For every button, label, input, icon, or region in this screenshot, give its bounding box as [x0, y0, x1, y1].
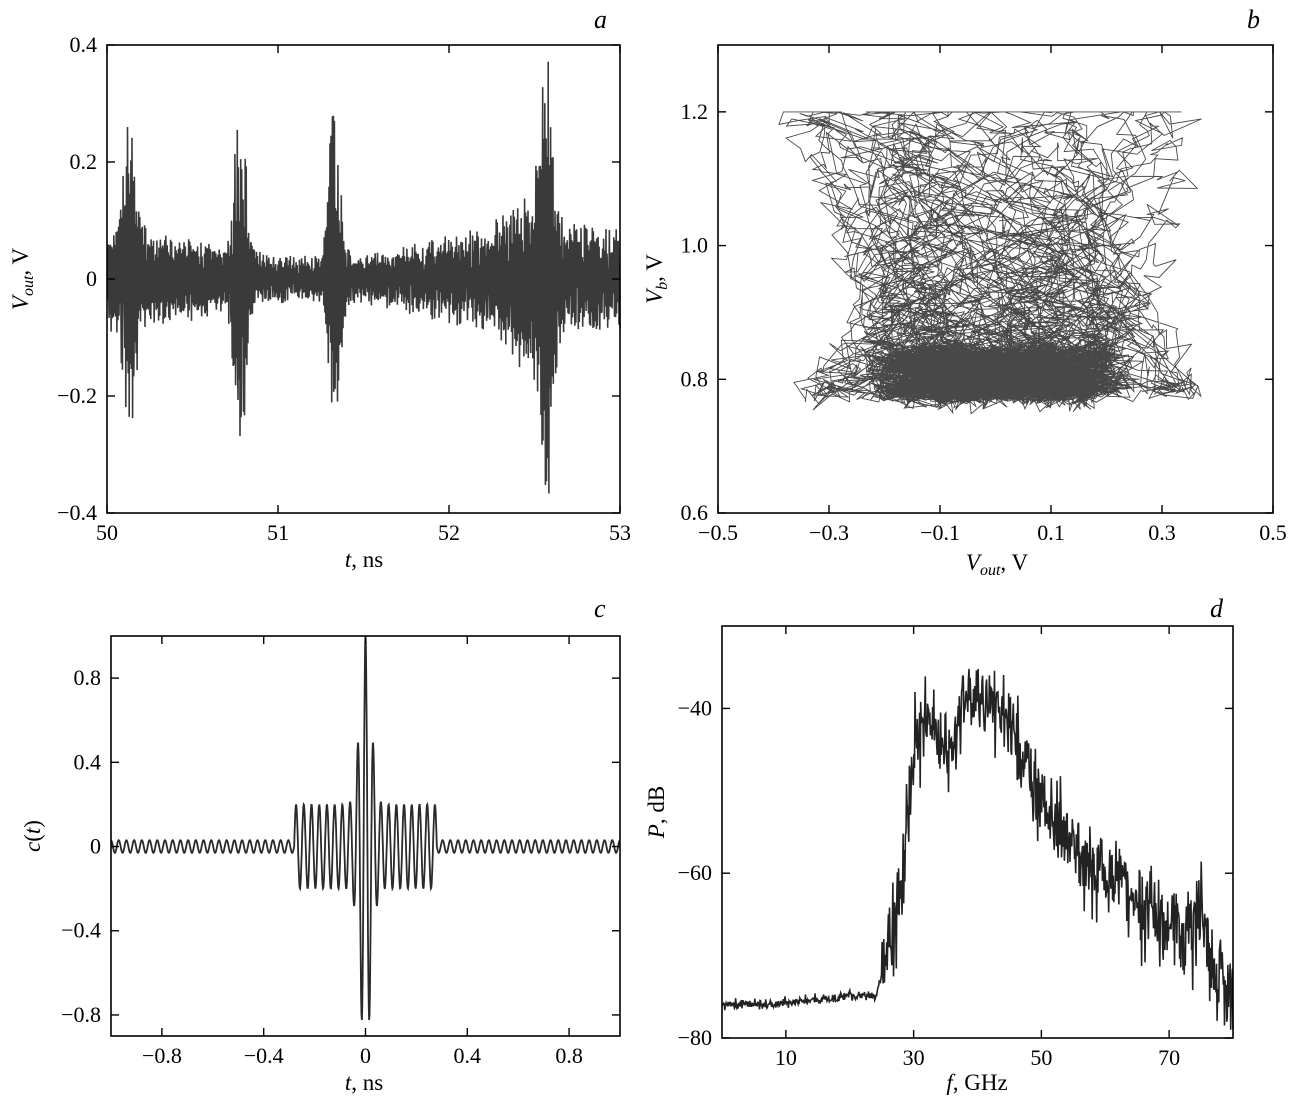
panel-c-ylabel: c(t)	[20, 820, 45, 852]
panel-b-xtick-label: −0.3	[809, 520, 849, 545]
panel-c-ytick-label: 0.8	[74, 665, 102, 690]
panel-c-series-line	[110, 635, 621, 1021]
panel-a: 50 51 52 53 0.4 0.2 0 −0.2 −0.4 a t, ns Vout, V	[8, 5, 631, 572]
panel-b-ytick-label: 1.2	[681, 99, 709, 124]
panel-b-ytick-label: 0.8	[681, 366, 709, 391]
panel-b-xtick-label: 0.3	[1148, 520, 1176, 545]
panel-a-ytick-label: −0.4	[57, 500, 97, 525]
panel-a-ytick-label: −0.2	[57, 383, 97, 408]
panel-c-frame	[110, 635, 621, 1037]
panel-a-xtick-label: 53	[609, 520, 631, 545]
panel-a-ylabel: Vout, V	[8, 248, 37, 311]
panel-b-series-line	[778, 111, 1202, 415]
panel-a-xlabel: t, ns	[345, 547, 383, 572]
panel-b-ytick-label: 0.6	[681, 500, 709, 525]
panel-b: −0.5 −0.3 −0.1 0.1 0.3 0.5 1.2 1.0 0.8 0.6 b Vout…	[642, 5, 1287, 579]
panel-d-xtick-label: 70	[1158, 1045, 1180, 1070]
panel-c-letter: c	[594, 594, 606, 623]
panel-c-ytick-label: 0.4	[74, 749, 102, 774]
panel-d-ytick-label: −80	[678, 1025, 712, 1050]
panel-b-xlabel: Vout, V	[966, 550, 1029, 579]
panel-d-xtick-label: 30	[903, 1045, 925, 1070]
panel-a-series-line	[106, 61, 621, 494]
panel-b-xtick-label: 0.1	[1037, 520, 1065, 545]
panel-c-trace	[110, 635, 621, 1021]
panel-b-frame	[717, 44, 1274, 514]
panel-b-xtick-label: −0.5	[698, 520, 738, 545]
panel-a-xtick-label: 51	[267, 520, 289, 545]
panel-a-ytick-label: 0	[86, 266, 97, 291]
panel-d-trace	[721, 668, 1234, 1030]
panel-c-xlabel: t, ns	[345, 1070, 383, 1095]
panel-a-xtick-label: 50	[96, 520, 118, 545]
panel-d: 10 30 50 70 −40 −60 −80 d f, GHz P, dB	[644, 594, 1234, 1095]
panel-c-xtick-label: −0.4	[244, 1043, 284, 1068]
panel-d-xtick-label: 50	[1030, 1045, 1052, 1070]
panel-d-letter: d	[1210, 594, 1224, 623]
panel-c-ytick-label: −0.4	[61, 918, 101, 943]
panel-d-xtick-label: 10	[775, 1045, 797, 1070]
panel-a-trace	[106, 61, 621, 494]
panel-d-ytick-label: −40	[678, 695, 712, 720]
panel-b-xtick-label: 0.5	[1259, 520, 1287, 545]
panel-a-letter: a	[594, 5, 607, 34]
panel-c-ytick-label: 0	[90, 834, 101, 859]
panel-c-xtick-label: 0.4	[454, 1043, 482, 1068]
panel-b-ylabel: Vb, V	[642, 254, 671, 304]
panel-c-xtick-label: 0	[360, 1043, 371, 1068]
panel-b-trace	[778, 111, 1202, 415]
panel-d-series-line	[721, 668, 1234, 1030]
panel-d-ticks: 10 30 50 70 −40 −60 −80	[678, 626, 1233, 1070]
panel-b-xtick-label: −0.1	[920, 520, 960, 545]
panel-a-ytick-label: 0.4	[70, 32, 98, 57]
panel-a-xtick-label: 52	[438, 520, 460, 545]
panel-a-ticks: 50 51 52 53 0.4 0.2 0 −0.2 −0.4	[57, 32, 631, 545]
panel-d-ylabel: P, dB	[644, 786, 669, 839]
panel-d-frame	[721, 625, 1234, 1039]
panel-c-xtick-label: 0.8	[555, 1043, 583, 1068]
panel-b-letter: b	[1247, 5, 1260, 34]
panel-a-ytick-label: 0.2	[70, 149, 98, 174]
panel-c-xtick-label: −0.8	[142, 1043, 182, 1068]
panel-d-ytick-label: −60	[678, 860, 712, 885]
panel-b-ytick-label: 1.0	[681, 233, 709, 258]
panel-c: −0.8 −0.4 0 0.4 0.8 0.8 0.4 0 −0.4 −0.8 c t, ns c…	[20, 594, 621, 1095]
panel-d-xlabel: f, GHz	[946, 1070, 1007, 1095]
panel-c-ytick-label: −0.8	[61, 1002, 101, 1027]
panel-b-ticks: −0.5 −0.3 −0.1 0.1 0.3 0.5 1.2 1.0 0.8 0.6	[681, 45, 1287, 545]
panel-c-ticks: −0.8 −0.4 0 0.4 0.8 0.8 0.4 0 −0.4 −0.8	[61, 636, 620, 1068]
